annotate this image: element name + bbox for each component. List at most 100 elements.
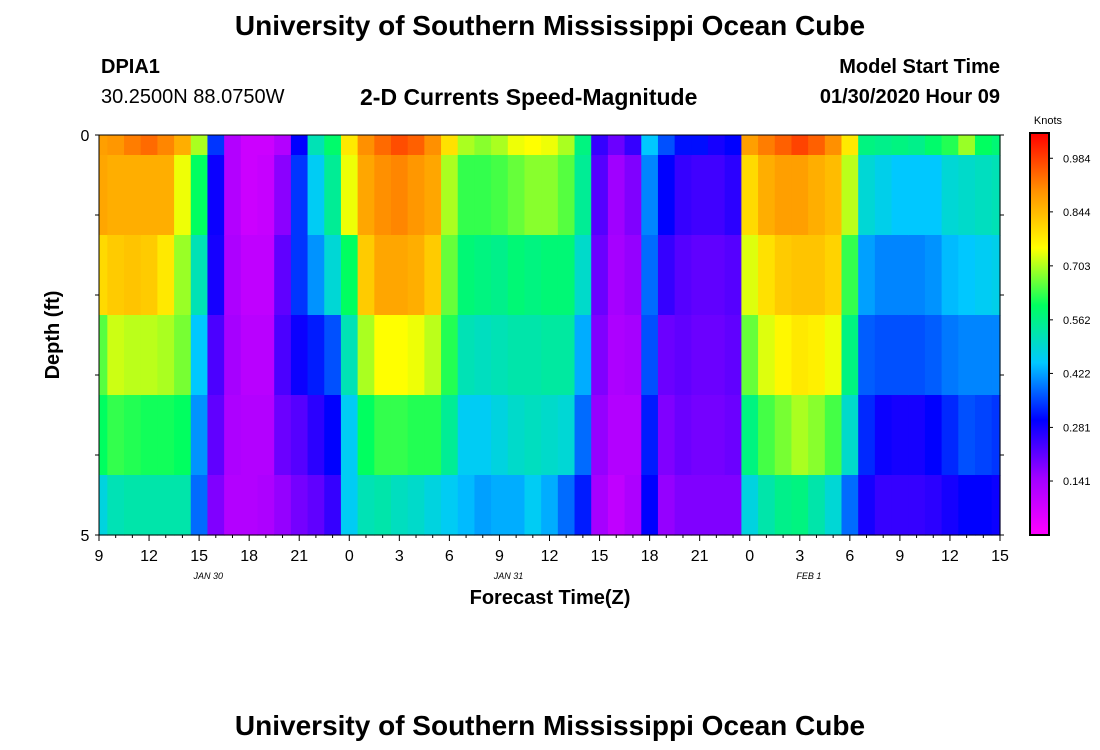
heatmap-cell: [157, 395, 175, 476]
heatmap-cell: [557, 135, 576, 156]
heatmap-cell: [357, 475, 375, 536]
heatmap-cell: [724, 135, 742, 156]
heatmap-cell: [357, 135, 375, 156]
heatmap-cell: [324, 155, 342, 236]
heatmap-cell: [791, 475, 809, 536]
heatmap-cell: [307, 155, 325, 236]
heatmap-cell: [107, 475, 125, 536]
heatmap-cell: [808, 155, 826, 236]
heatmap-cell: [174, 135, 192, 156]
heatmap-cell: [224, 235, 242, 316]
heatmap-cell: [324, 135, 342, 156]
heatmap-cell: [724, 235, 742, 316]
heatmap-cell: [741, 235, 759, 316]
heatmap-cell: [858, 155, 876, 236]
heatmap-cell: [774, 155, 793, 236]
heatmap-cell: [474, 135, 492, 156]
heatmap-cell: [357, 235, 375, 316]
heatmap-cell: [657, 135, 676, 156]
heatmap-cell: [958, 235, 976, 316]
heatmap-cell: [674, 155, 692, 236]
heatmap-cell: [290, 235, 309, 316]
heatmap-cell: [824, 475, 843, 536]
heatmap-cell: [791, 315, 809, 396]
heatmap-cell: [824, 235, 843, 316]
heatmap-cell: [224, 315, 242, 396]
heatmap-cell: [941, 395, 959, 476]
heatmap-cell: [441, 475, 459, 536]
heatmap-cell: [824, 155, 843, 236]
heatmap-cell: [99, 235, 108, 316]
heatmap-cell: [157, 235, 175, 316]
heatmap-cell: [908, 395, 926, 476]
heatmap-cell: [691, 315, 709, 396]
heatmap-cell: [574, 395, 592, 476]
heatmap-cell: [774, 235, 793, 316]
heatmap-cell: [607, 315, 626, 396]
heatmap-cell: [474, 155, 492, 236]
heatmap-cell: [124, 135, 142, 156]
heatmap-cell: [841, 235, 859, 316]
heatmap-cell: [824, 315, 843, 396]
heatmap-cell: [858, 395, 876, 476]
heatmap-cell: [624, 475, 642, 536]
heatmap-cell: [457, 235, 476, 316]
heatmap-cell: [140, 395, 158, 476]
heatmap-cell: [941, 235, 959, 316]
heatmap-cell: [257, 475, 275, 536]
heatmap-cell: [691, 155, 709, 236]
heatmap-cell: [274, 475, 292, 536]
heatmap-cell: [124, 155, 142, 236]
heatmap-cell: [624, 155, 642, 236]
heatmap-cell: [674, 395, 692, 476]
heatmap-cell: [99, 395, 108, 476]
heatmap-cell: [207, 155, 225, 236]
heatmap-cell: [541, 395, 559, 476]
heatmap-cell: [524, 235, 542, 316]
heatmap-cell: [607, 235, 626, 316]
heatmap-cell: [457, 315, 476, 396]
heatmap-cell: [607, 475, 626, 536]
heatmap-cell: [974, 155, 993, 236]
heatmap-cell: [491, 135, 509, 156]
heatmap-cell: [424, 395, 442, 476]
heatmap-cell: [207, 475, 225, 536]
heatmap-cell: [207, 235, 225, 316]
heatmap-cell: [274, 155, 292, 236]
heatmap-cell: [591, 155, 609, 236]
heatmap-cell: [290, 395, 309, 476]
heatmap-cell: [174, 475, 192, 536]
heatmap-cell: [190, 155, 209, 236]
heatmap-cell: [541, 235, 559, 316]
heatmap-cell: [441, 135, 459, 156]
heatmap-cell: [307, 135, 325, 156]
heatmap-cell: [541, 475, 559, 536]
heatmap-cell: [974, 135, 993, 156]
x-tick-label: 21: [691, 548, 709, 565]
x-tick-label: 0: [745, 548, 754, 565]
heatmap-cell: [891, 475, 909, 536]
heatmap-cell: [774, 395, 793, 476]
heatmap-cell: [274, 235, 292, 316]
heatmap-cell: [657, 395, 676, 476]
heatmap-cell: [724, 475, 742, 536]
heatmap-cell: [874, 475, 893, 536]
heatmap-cell: [257, 395, 275, 476]
heatmap-cell: [924, 315, 943, 396]
heatmap-cell: [641, 475, 659, 536]
heatmap-cell: [874, 155, 893, 236]
heatmap-cell: [240, 135, 259, 156]
heatmap-cell: [224, 155, 242, 236]
heatmap-cell: [891, 235, 909, 316]
heatmap-cell: [340, 135, 359, 156]
colorbar: Knots 0.984 0.844 0.703 0.562 0.422 0.281 0.14…: [1029, 115, 1091, 536]
heatmap-cell: [390, 475, 409, 536]
x-tick-label: 18: [641, 548, 659, 565]
heatmap-cell: [607, 155, 626, 236]
heatmap-cell: [524, 475, 542, 536]
heatmap-cell: [390, 315, 409, 396]
heatmap-cell: [474, 475, 492, 536]
heatmap-cell: [224, 135, 242, 156]
heatmap-cell: [808, 395, 826, 476]
heatmap-cell: [474, 395, 492, 476]
